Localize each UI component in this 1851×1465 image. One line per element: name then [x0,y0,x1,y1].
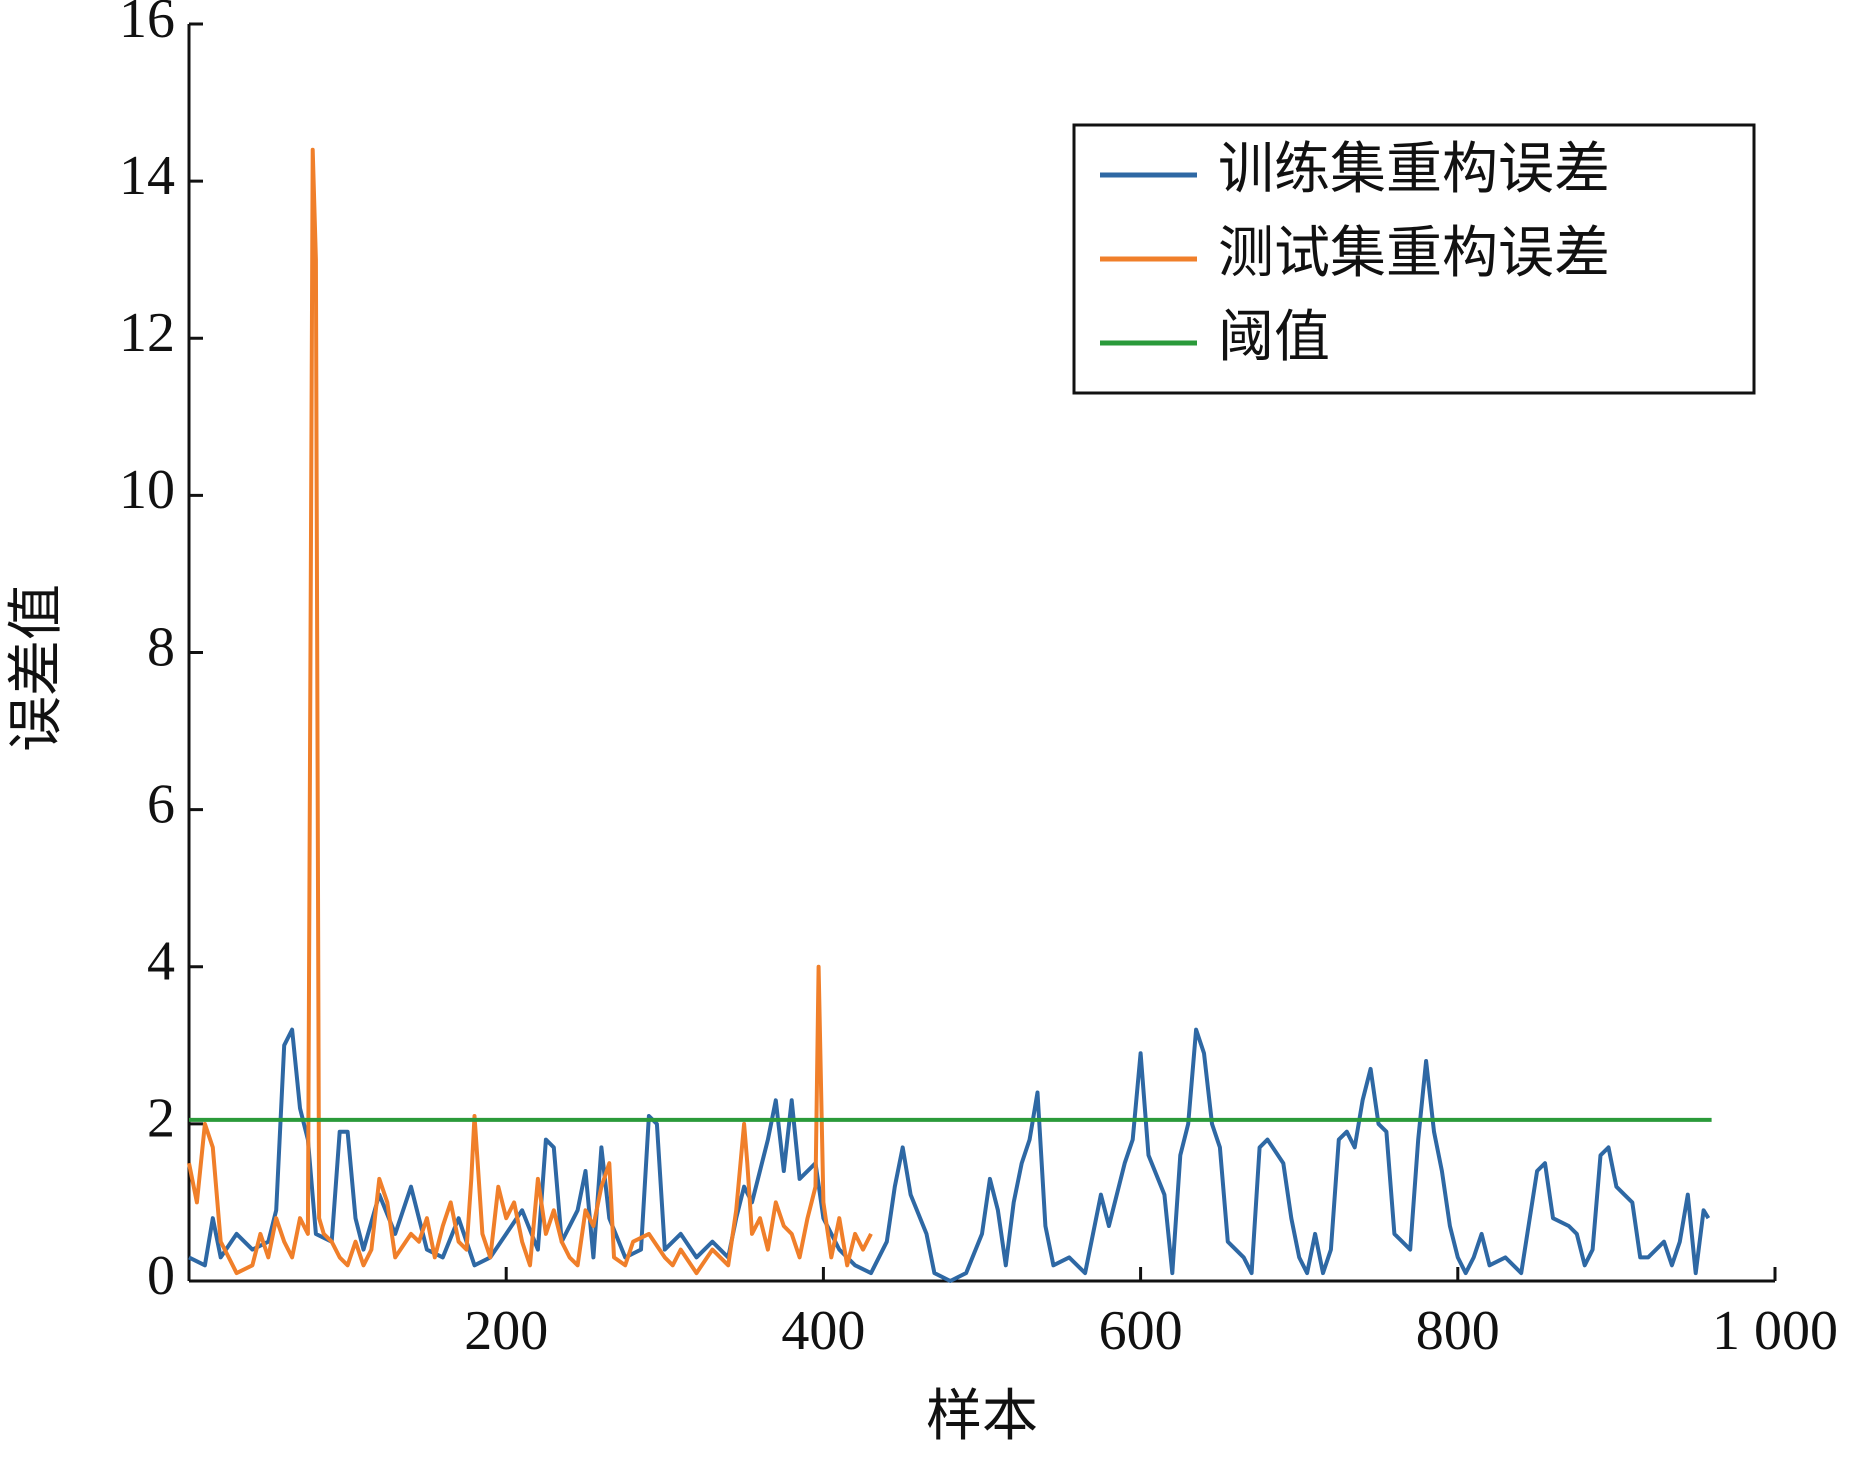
y-axis-label: 误差值 [6,584,68,752]
y-tick-label: 2 [147,1088,175,1150]
y-tick-label: 10 [119,459,175,521]
legend-label: 训练集重构误差 [1218,139,1610,201]
legend-label: 阈值 [1218,307,1330,369]
y-tick-label: 14 [119,145,175,207]
legend-label: 测试集重构误差 [1218,223,1610,285]
x-axis-label: 样本 [926,1386,1038,1448]
y-tick-label: 16 [119,0,175,50]
y-tick-label: 4 [147,931,175,993]
y-tick-label: 8 [147,616,175,678]
y-tick-label: 6 [147,773,175,835]
y-tick-label: 0 [147,1245,175,1307]
x-tick-label: 1 000 [1712,1300,1838,1362]
x-tick-label: 400 [781,1300,865,1362]
y-tick-label: 12 [119,302,175,364]
x-tick-label: 600 [1099,1300,1183,1362]
data-line [188,1027,1711,1283]
data-line [187,147,873,1276]
x-tick-label: 200 [464,1300,548,1362]
x-tick-label: 800 [1416,1300,1500,1362]
